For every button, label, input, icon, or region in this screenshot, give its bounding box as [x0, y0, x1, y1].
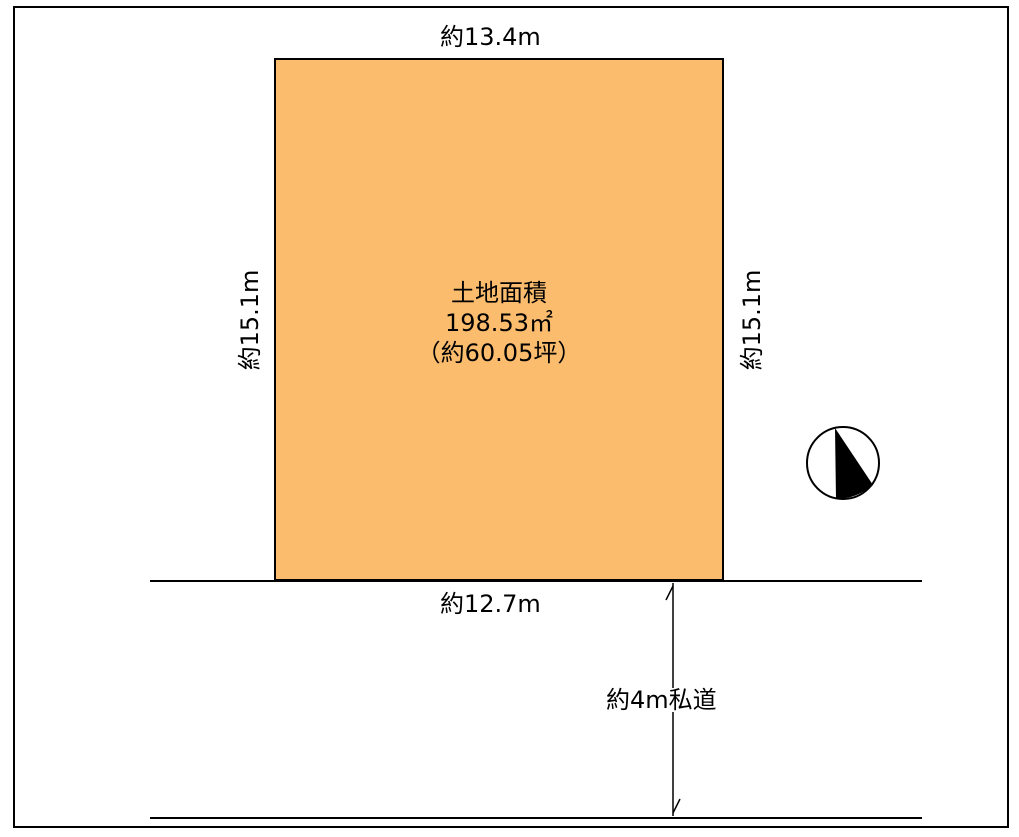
north-arrow-icon [806, 426, 880, 500]
dimension-bottom: 約12.7m [440, 590, 541, 618]
dimension-top: 約13.4m [440, 23, 541, 51]
road-label: 約4m私道 [606, 686, 717, 714]
land-area-sqm: 198.53㎡ [445, 309, 553, 337]
land-area-tsubo: （約60.05坪） [416, 339, 582, 367]
land-area-title: 土地面積 [451, 279, 547, 307]
drawing-frame [13, 6, 1009, 828]
dimension-tick-top [665, 585, 674, 601]
dimension-left: 約15.1m [236, 269, 264, 371]
land-area-label: 土地面積 198.53㎡ （約60.05坪） [274, 278, 724, 368]
dimension-right: 約15.1m [738, 269, 766, 371]
dimension-tick-bottom [672, 798, 681, 814]
